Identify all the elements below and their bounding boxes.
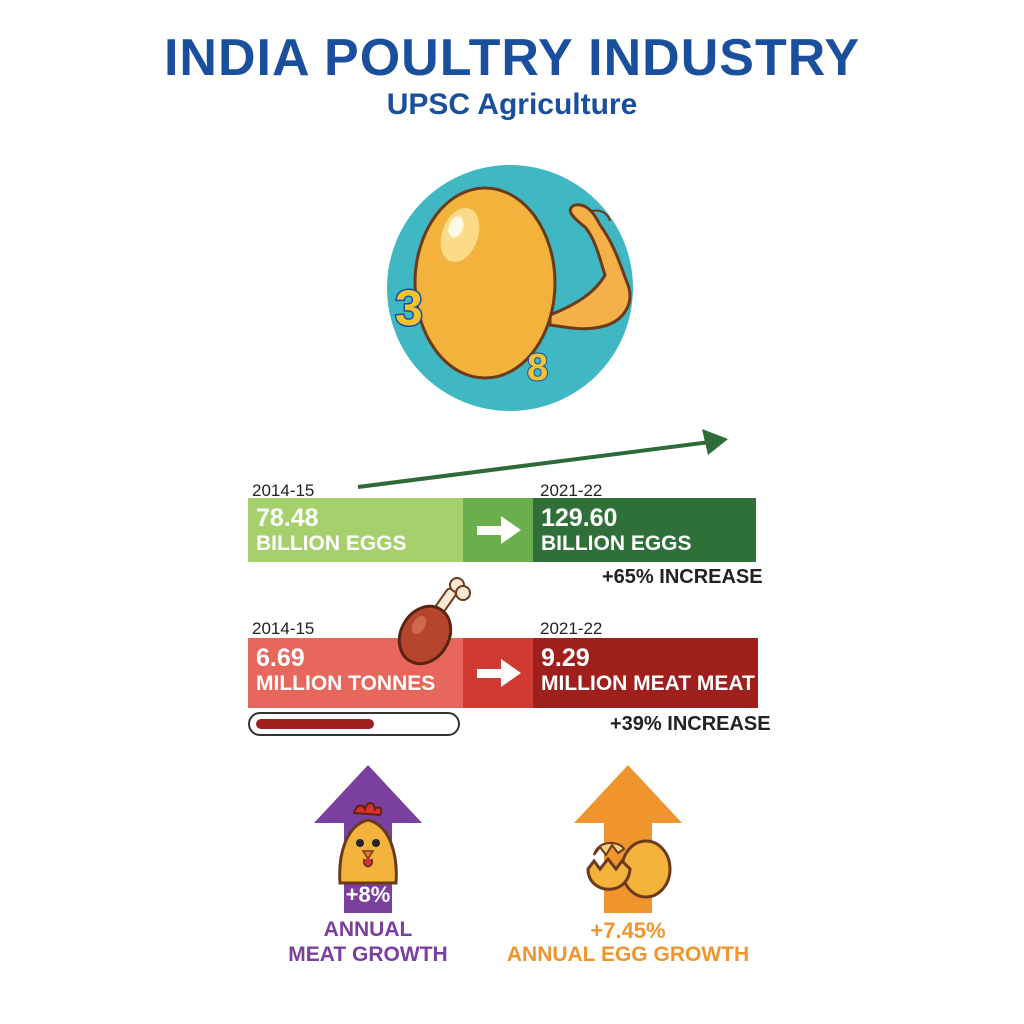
arm-shape: [548, 203, 632, 331]
meat-progress-fill: [256, 719, 374, 729]
trend-arrow-icon: [357, 429, 728, 489]
meat-progress-bar: [248, 712, 460, 736]
meat-to-year: 2021-22: [540, 619, 603, 638]
chicken-icon: [338, 802, 398, 885]
digit-8: 8: [527, 347, 548, 389]
meat-from-year: 2014-15: [252, 619, 315, 638]
eggs-from-segment: 78.48 BILLION EGGS: [248, 498, 463, 562]
egg-growth-arrow-icon: [574, 765, 682, 913]
page-subtitle: UPSC Agriculture: [386, 88, 638, 121]
egg-growth-percent: +7.45%: [590, 918, 666, 943]
eggs-from-value: 78.48: [256, 504, 319, 532]
meat-growth-label-line1: ANNUAL: [323, 918, 413, 941]
meat-growth-arrow-icon: [314, 765, 422, 913]
eggs-to-year: 2021-22: [540, 481, 603, 500]
chicken-drumstick-icon: [397, 577, 471, 666]
cracked-egg-icon: [586, 839, 672, 899]
right-arrow-icon: [477, 659, 521, 687]
page-title: INDIA POULTRY INDUSTRY: [163, 29, 861, 87]
eggs-to-unit: BILLION EGGS: [541, 532, 692, 555]
meat-to-segment: 9.29 MILLION MEAT MEAT: [533, 638, 758, 708]
meat-increase: +39% INCREASE: [610, 713, 771, 735]
meat-to-unit: MILLION MEAT MEAT: [541, 672, 755, 695]
eggs-increase: +65% INCREASE: [602, 566, 763, 588]
egg-with-flexed-arm-icon: 3 8: [387, 165, 633, 411]
eggs-from-unit: BILLION EGGS: [256, 532, 407, 555]
right-arrow-icon: [477, 516, 521, 544]
egg-growth-label: ANNUAL EGG GROWTH: [506, 943, 750, 966]
meat-from-unit: MILLION TONNES: [256, 672, 436, 695]
eggs-to-segment: 129.60 BILLION EGGS: [533, 498, 756, 562]
meat-growth-label-line2: MEAT GROWTH: [288, 943, 448, 966]
eggs-to-value: 129.60: [541, 504, 618, 532]
meat-from-value: 6.69: [256, 644, 305, 672]
eggs-from-year: 2014-15: [252, 481, 315, 500]
digit-3: 3: [395, 280, 423, 336]
meat-growth-percent: +8%: [345, 882, 391, 907]
eggs-arrow-segment: [463, 498, 533, 562]
meat-to-value: 9.29: [541, 644, 590, 672]
meat-arrow-segment: [463, 638, 533, 708]
